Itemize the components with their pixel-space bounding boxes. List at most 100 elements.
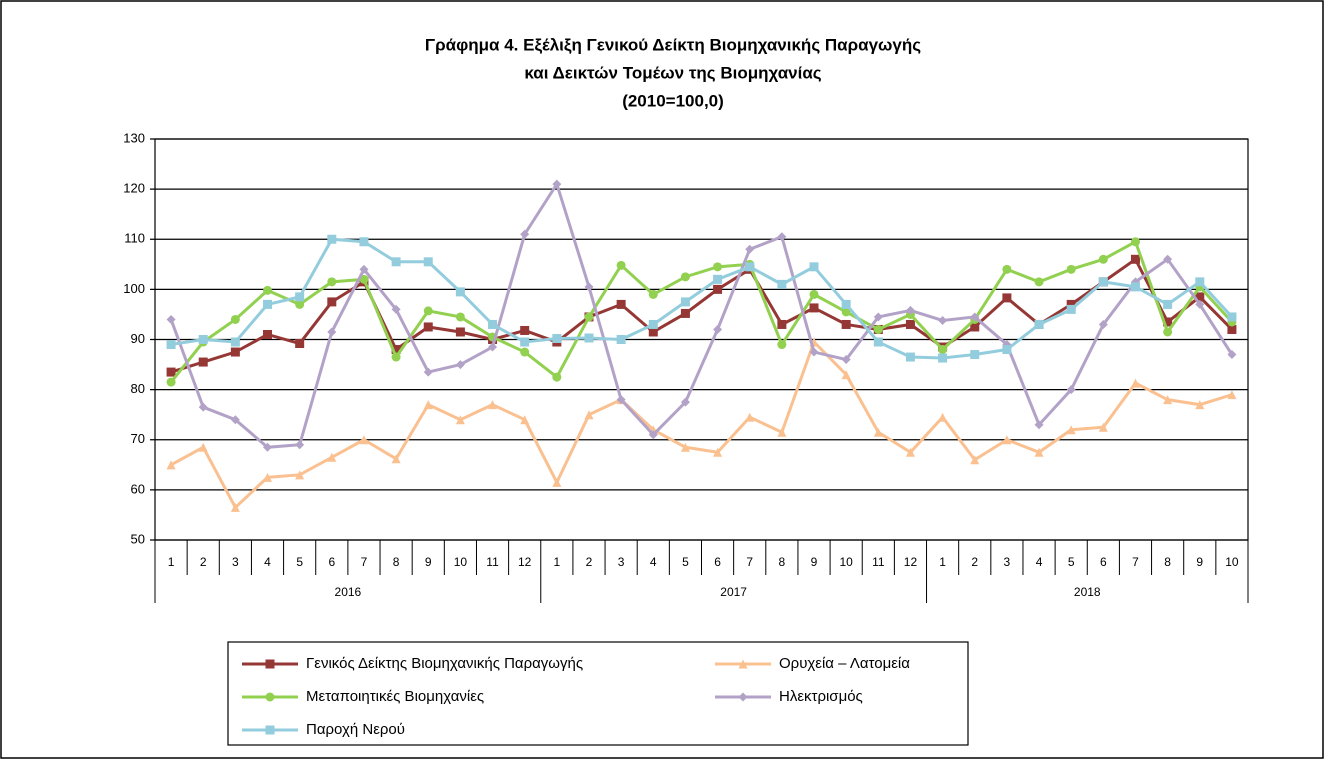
x-tick-label: 11 [872,555,885,569]
data-point [1034,447,1044,457]
x-tick-label: 5 [682,555,689,569]
x-tick-label: 1 [553,555,560,569]
data-point [166,340,176,350]
x-tick-label: 10 [454,555,468,569]
data-point [777,232,787,242]
data-point [938,412,948,422]
data-point [1130,282,1140,292]
x-tick-label: 4 [264,555,271,569]
data-point [616,335,626,344]
data-point [616,299,626,309]
data-point [391,352,401,362]
y-tick-label: 110 [124,231,145,246]
x-group-label: 2018 [1074,585,1101,599]
legend-marker [265,692,275,702]
data-point [1227,350,1237,360]
x-tick-label: 9 [425,555,432,569]
data-point [1130,378,1140,388]
data-point [359,435,369,445]
data-point [552,333,562,343]
data-point [1130,237,1140,247]
data-point [520,347,530,357]
data-point [970,350,980,360]
data-point [1163,395,1173,405]
data-point [230,314,240,324]
data-point [1066,304,1076,314]
data-point [841,307,851,317]
x-group-label: 2016 [335,585,362,599]
data-point [295,299,305,309]
data-point [905,447,915,457]
data-point [1066,264,1076,274]
data-point [327,327,337,337]
data-point [520,229,530,239]
series-line [169,239,1234,384]
legend-marker [738,692,748,702]
data-point [359,274,369,284]
x-tick-label: 8 [1164,555,1171,569]
x-tick-label: 2 [971,555,978,569]
data-point [263,285,273,295]
data-point [680,397,690,407]
y-tick-label: 100 [123,281,145,296]
data-point [905,352,915,362]
data-point [1002,345,1012,355]
data-point [616,395,626,405]
data-point [198,442,208,452]
data-point [423,400,433,410]
data-point [1098,254,1108,264]
data-point [713,284,723,294]
data-point [520,337,530,347]
data-point [198,357,208,367]
series-line [170,339,1233,510]
data-point [230,415,240,425]
data-point [423,257,433,267]
series-line [170,257,1233,374]
x-tick-label: 5 [1068,555,1075,569]
x-group-label: 2017 [720,585,747,599]
data-point [1066,425,1076,435]
data-point [873,427,883,437]
data-point [263,299,273,309]
data-point [1195,292,1205,302]
data-point [230,502,240,512]
data-point [713,447,723,457]
x-tick-label: 1 [168,555,175,569]
chart-title: και Δεικτών Τομέων της Βιομηχανίας [524,63,821,82]
data-point [809,347,819,357]
y-tick-label: 60 [131,481,145,496]
data-point [713,262,723,272]
data-point [809,303,819,313]
data-point [295,292,305,302]
data-point [1163,254,1173,264]
x-tick-label: 3 [232,555,239,569]
data-point [938,353,948,363]
x-tick-label: 3 [618,555,625,569]
data-point [938,315,948,325]
data-point [488,319,498,329]
data-point [905,305,915,315]
data-point [230,347,240,357]
data-point [359,237,369,247]
chart-title: Γράφημα 4. Εξέλιξη Γενικού Δείκτη Βιομηχ… [425,35,921,54]
data-point [680,442,690,452]
data-point [1066,385,1076,395]
data-point [423,322,433,332]
data-point [295,339,305,349]
data-point [423,306,433,316]
y-tick-label: 70 [131,431,145,446]
data-point [488,400,498,410]
data-point [809,262,819,272]
legend-marker [265,659,275,669]
data-point [680,297,690,307]
data-point [1002,293,1012,303]
data-point [713,324,723,334]
data-point [455,360,465,370]
x-tick-label: 4 [1036,555,1043,569]
data-point [584,410,594,420]
legend-marker [265,725,275,735]
data-point [841,355,851,365]
series-line [170,237,1234,360]
x-tick-label: 2 [200,555,207,569]
